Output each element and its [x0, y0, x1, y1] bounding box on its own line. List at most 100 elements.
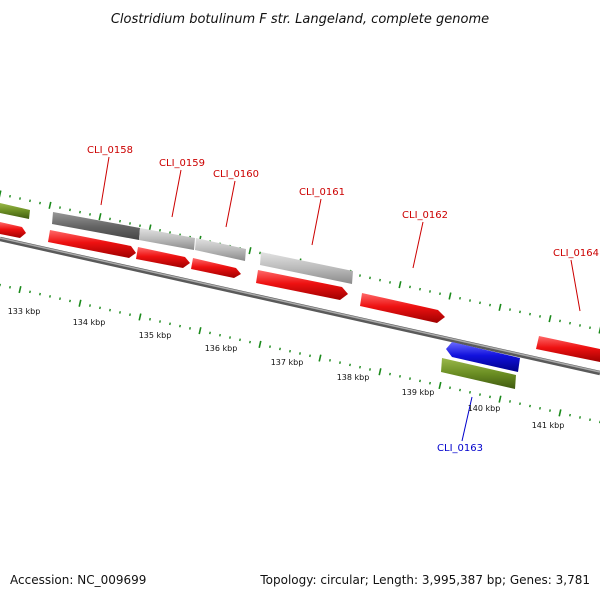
cds-arrow-cli-0162 — [360, 293, 445, 323]
lower-tick — [539, 406, 541, 410]
lower-tick — [359, 365, 361, 369]
upper-tick — [259, 251, 261, 255]
accession-text: Accession: NC_009699 — [10, 573, 147, 587]
lower-tick — [69, 299, 71, 303]
lower-tick — [579, 416, 581, 419]
cds-arrow-cli-0159 — [136, 247, 190, 268]
lower-tick — [378, 368, 382, 376]
kbp-label-140: 140 kbp — [468, 404, 501, 413]
upper-tick — [419, 287, 421, 291]
upper-tick — [29, 199, 31, 203]
lower-tick — [229, 336, 231, 339]
upper-tick — [369, 276, 371, 280]
lower-tick — [489, 395, 491, 399]
upper-tick — [48, 201, 52, 209]
lower-tick — [419, 379, 421, 383]
lower-tick — [189, 327, 191, 330]
upper-tick — [479, 301, 481, 305]
upper-tick — [409, 285, 411, 289]
upper-tick — [59, 206, 61, 209]
upper-tick — [569, 321, 571, 325]
upper-tick — [119, 219, 121, 223]
lower-tick — [279, 347, 281, 351]
gene-bar-green-left — [0, 203, 30, 219]
lower-tick — [449, 386, 451, 390]
kbp-label-141: 141 kbp — [532, 421, 565, 430]
lower-tick — [349, 363, 351, 367]
lower-tick — [198, 327, 202, 335]
lower-tick — [169, 322, 171, 326]
lower-tick — [89, 304, 91, 307]
upper-tick — [169, 231, 171, 234]
upper-tick — [248, 247, 252, 255]
lower-tick — [39, 292, 41, 296]
leader-cli-0162 — [412, 221, 424, 269]
lower-tick — [399, 375, 401, 378]
upper-tick — [398, 281, 402, 289]
lower-tick — [549, 409, 551, 412]
lower-tick — [219, 333, 221, 337]
lower-tick — [289, 349, 291, 353]
upper-tick — [559, 319, 561, 323]
upper-tick — [459, 296, 461, 300]
map-title: Clostridium botulinum F str. Langeland, … — [111, 12, 489, 27]
kbp-label-135: 135 kbp — [139, 331, 172, 340]
lower-tick — [29, 290, 31, 294]
lower-tick — [519, 402, 521, 406]
upper-tick — [69, 208, 71, 212]
upper-tick — [379, 278, 381, 282]
lower-tick — [18, 285, 22, 294]
lower-tick — [409, 377, 411, 380]
gene-bar-cli-0161 — [260, 252, 353, 284]
upper-tick — [529, 312, 531, 316]
lower-tick — [109, 308, 111, 312]
cds-arrow-cli-0161 — [256, 270, 348, 300]
gene-labels: CLI_0158 CLI_0159 CLI_0160 CLI_0161 CLI_… — [87, 145, 599, 454]
genome-summary-text: Topology: circular; Length: 3,995,387 bp… — [260, 573, 590, 587]
gene-bar-cli-0158 — [52, 212, 140, 240]
lower-tick-row — [0, 283, 600, 424]
kbp-label-138: 138 kbp — [337, 373, 370, 382]
lower-tick — [509, 400, 511, 403]
lower-tick — [138, 313, 142, 321]
gene-label-cli-0161: CLI_0161 — [299, 187, 345, 198]
lower-tick — [309, 354, 311, 358]
upper-tick — [129, 222, 131, 225]
upper-tick — [598, 326, 600, 334]
lower-tick — [369, 368, 371, 371]
cds-arrow-cli-0160 — [191, 258, 241, 278]
kbp-label-134: 134 kbp — [73, 318, 106, 327]
lower-tick — [459, 388, 461, 392]
gene-label-cli-0159: CLI_0159 — [159, 158, 205, 169]
lower-tick — [269, 345, 271, 348]
lower-tick — [49, 295, 51, 298]
lower-tick — [119, 311, 121, 314]
kbp-labels: 133 kbp 134 kbp 135 kbp 136 kbp 137 kbp … — [8, 307, 565, 430]
gene-label-cli-0160: CLI_0160 — [213, 169, 259, 180]
upper-tick — [98, 213, 102, 221]
lower-tick — [558, 409, 562, 417]
upper-tick — [109, 217, 111, 221]
cds-track — [0, 222, 600, 372]
leader-cli-0161 — [311, 198, 322, 246]
lower-tick — [318, 354, 322, 362]
lower-tick — [498, 395, 502, 403]
upper-tick — [159, 228, 161, 232]
leader-cli-0159 — [171, 169, 182, 218]
genome-backbone — [0, 236, 600, 376]
upper-tick — [439, 292, 441, 296]
lower-tick — [469, 390, 471, 394]
lower-tick — [479, 393, 481, 396]
lower-tick — [59, 297, 61, 301]
upper-tick — [19, 197, 21, 200]
upper-tick — [359, 274, 361, 277]
upper-tick — [448, 292, 452, 300]
lower-tick — [159, 320, 161, 323]
lower-tick — [429, 381, 431, 385]
upper-tick — [548, 315, 552, 323]
gene-label-cli-0158: CLI_0158 — [87, 145, 133, 156]
cds-arrow-cli-0164 — [536, 336, 600, 362]
kbp-label-137: 137 kbp — [271, 358, 304, 367]
lower-tick — [78, 299, 82, 307]
gene-track — [0, 203, 516, 389]
